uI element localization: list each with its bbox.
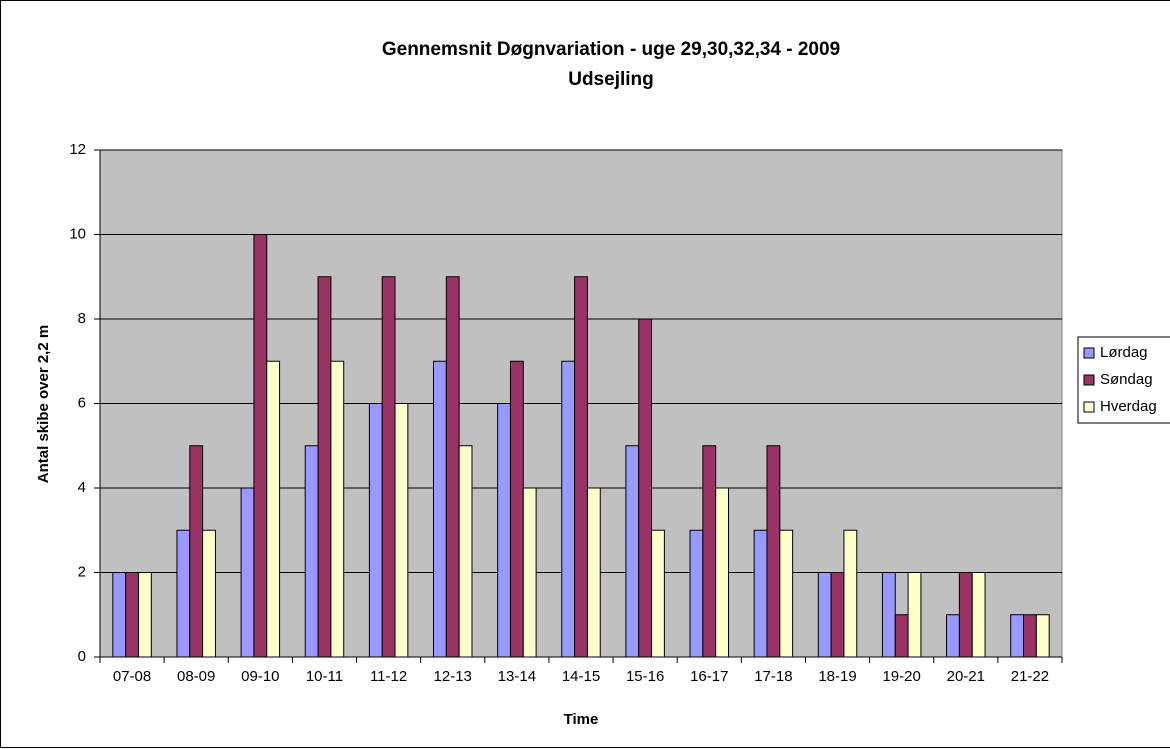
bar <box>561 360 576 658</box>
bar <box>458 445 473 658</box>
x-tick-label: 16-17 <box>690 668 728 685</box>
x-tick-label: 19-20 <box>882 668 920 685</box>
bar <box>753 529 768 658</box>
x-tick-label: 07-08 <box>113 668 151 685</box>
chart-title: Gennemsnit Døgnvariation - uge 29,30,32,… <box>382 39 840 60</box>
y-axis-label: Antal skibe over 2,2 m <box>35 325 52 483</box>
bar <box>689 529 704 658</box>
bar <box>509 360 524 658</box>
y-tick-label: 0 <box>78 648 86 665</box>
bar <box>368 403 383 658</box>
bar <box>830 572 845 658</box>
bar <box>394 403 409 658</box>
y-tick-label: 10 <box>69 225 86 242</box>
bar <box>137 572 152 658</box>
bar <box>638 318 653 658</box>
y-tick-label: 6 <box>78 394 86 411</box>
bar <box>125 572 139 658</box>
bar <box>907 572 922 658</box>
x-tick-label: 20-21 <box>947 668 985 685</box>
legend-label: Lørdag <box>1100 344 1148 361</box>
chart-subtitle: Udsejling <box>568 69 654 90</box>
bar <box>112 572 127 658</box>
bar <box>304 445 319 658</box>
bar <box>253 234 268 658</box>
bar <box>946 614 960 658</box>
x-tick-label: 09-10 <box>241 668 279 685</box>
x-tick-label: 08-09 <box>177 668 215 685</box>
bar <box>317 276 332 658</box>
x-tick-label: 21-22 <box>1011 668 1049 685</box>
bar <box>1023 614 1037 658</box>
bar <box>176 529 191 658</box>
bar <box>381 276 396 658</box>
x-tick-label: 11-12 <box>370 668 407 685</box>
x-tick-label: 15-16 <box>626 668 664 685</box>
legend-swatch <box>1083 374 1095 386</box>
x-tick-label: 14-15 <box>562 668 600 685</box>
x-tick-label: 10-11 <box>306 668 343 685</box>
bar <box>843 529 858 658</box>
y-tick-label: 12 <box>69 141 86 158</box>
x-tick-label: 18-19 <box>818 668 856 685</box>
bar <box>1010 614 1025 658</box>
legend-label: Hverdag <box>1100 398 1157 415</box>
x-tick-label: 12-13 <box>434 668 472 685</box>
bar <box>894 614 909 658</box>
bar <box>766 445 781 658</box>
bar <box>1035 614 1050 658</box>
y-tick-label: 4 <box>78 479 86 496</box>
bar <box>266 360 281 658</box>
bar <box>330 360 345 658</box>
bar <box>432 360 447 658</box>
legend-swatch <box>1083 347 1095 359</box>
bar <box>586 487 601 658</box>
bar <box>702 445 717 658</box>
bar <box>881 572 896 658</box>
legend-label: Søndag <box>1100 371 1153 388</box>
legend-swatch <box>1083 401 1095 413</box>
x-tick-label: 17-18 <box>754 668 792 685</box>
bar <box>574 276 588 658</box>
bar <box>202 529 216 658</box>
bar <box>651 529 665 658</box>
bar <box>958 572 973 658</box>
x-axis-label: Time <box>564 711 599 728</box>
x-tick-label: 13-14 <box>498 668 536 685</box>
bar <box>715 487 730 658</box>
bar <box>779 529 794 658</box>
y-tick-label: 2 <box>78 563 86 580</box>
bar <box>189 445 204 658</box>
y-tick-label: 8 <box>78 310 86 327</box>
bar <box>240 487 255 658</box>
bar <box>817 572 832 658</box>
bar <box>625 445 640 658</box>
bar <box>497 403 511 658</box>
bar <box>971 572 986 658</box>
bar <box>445 276 460 658</box>
bar <box>522 487 537 658</box>
